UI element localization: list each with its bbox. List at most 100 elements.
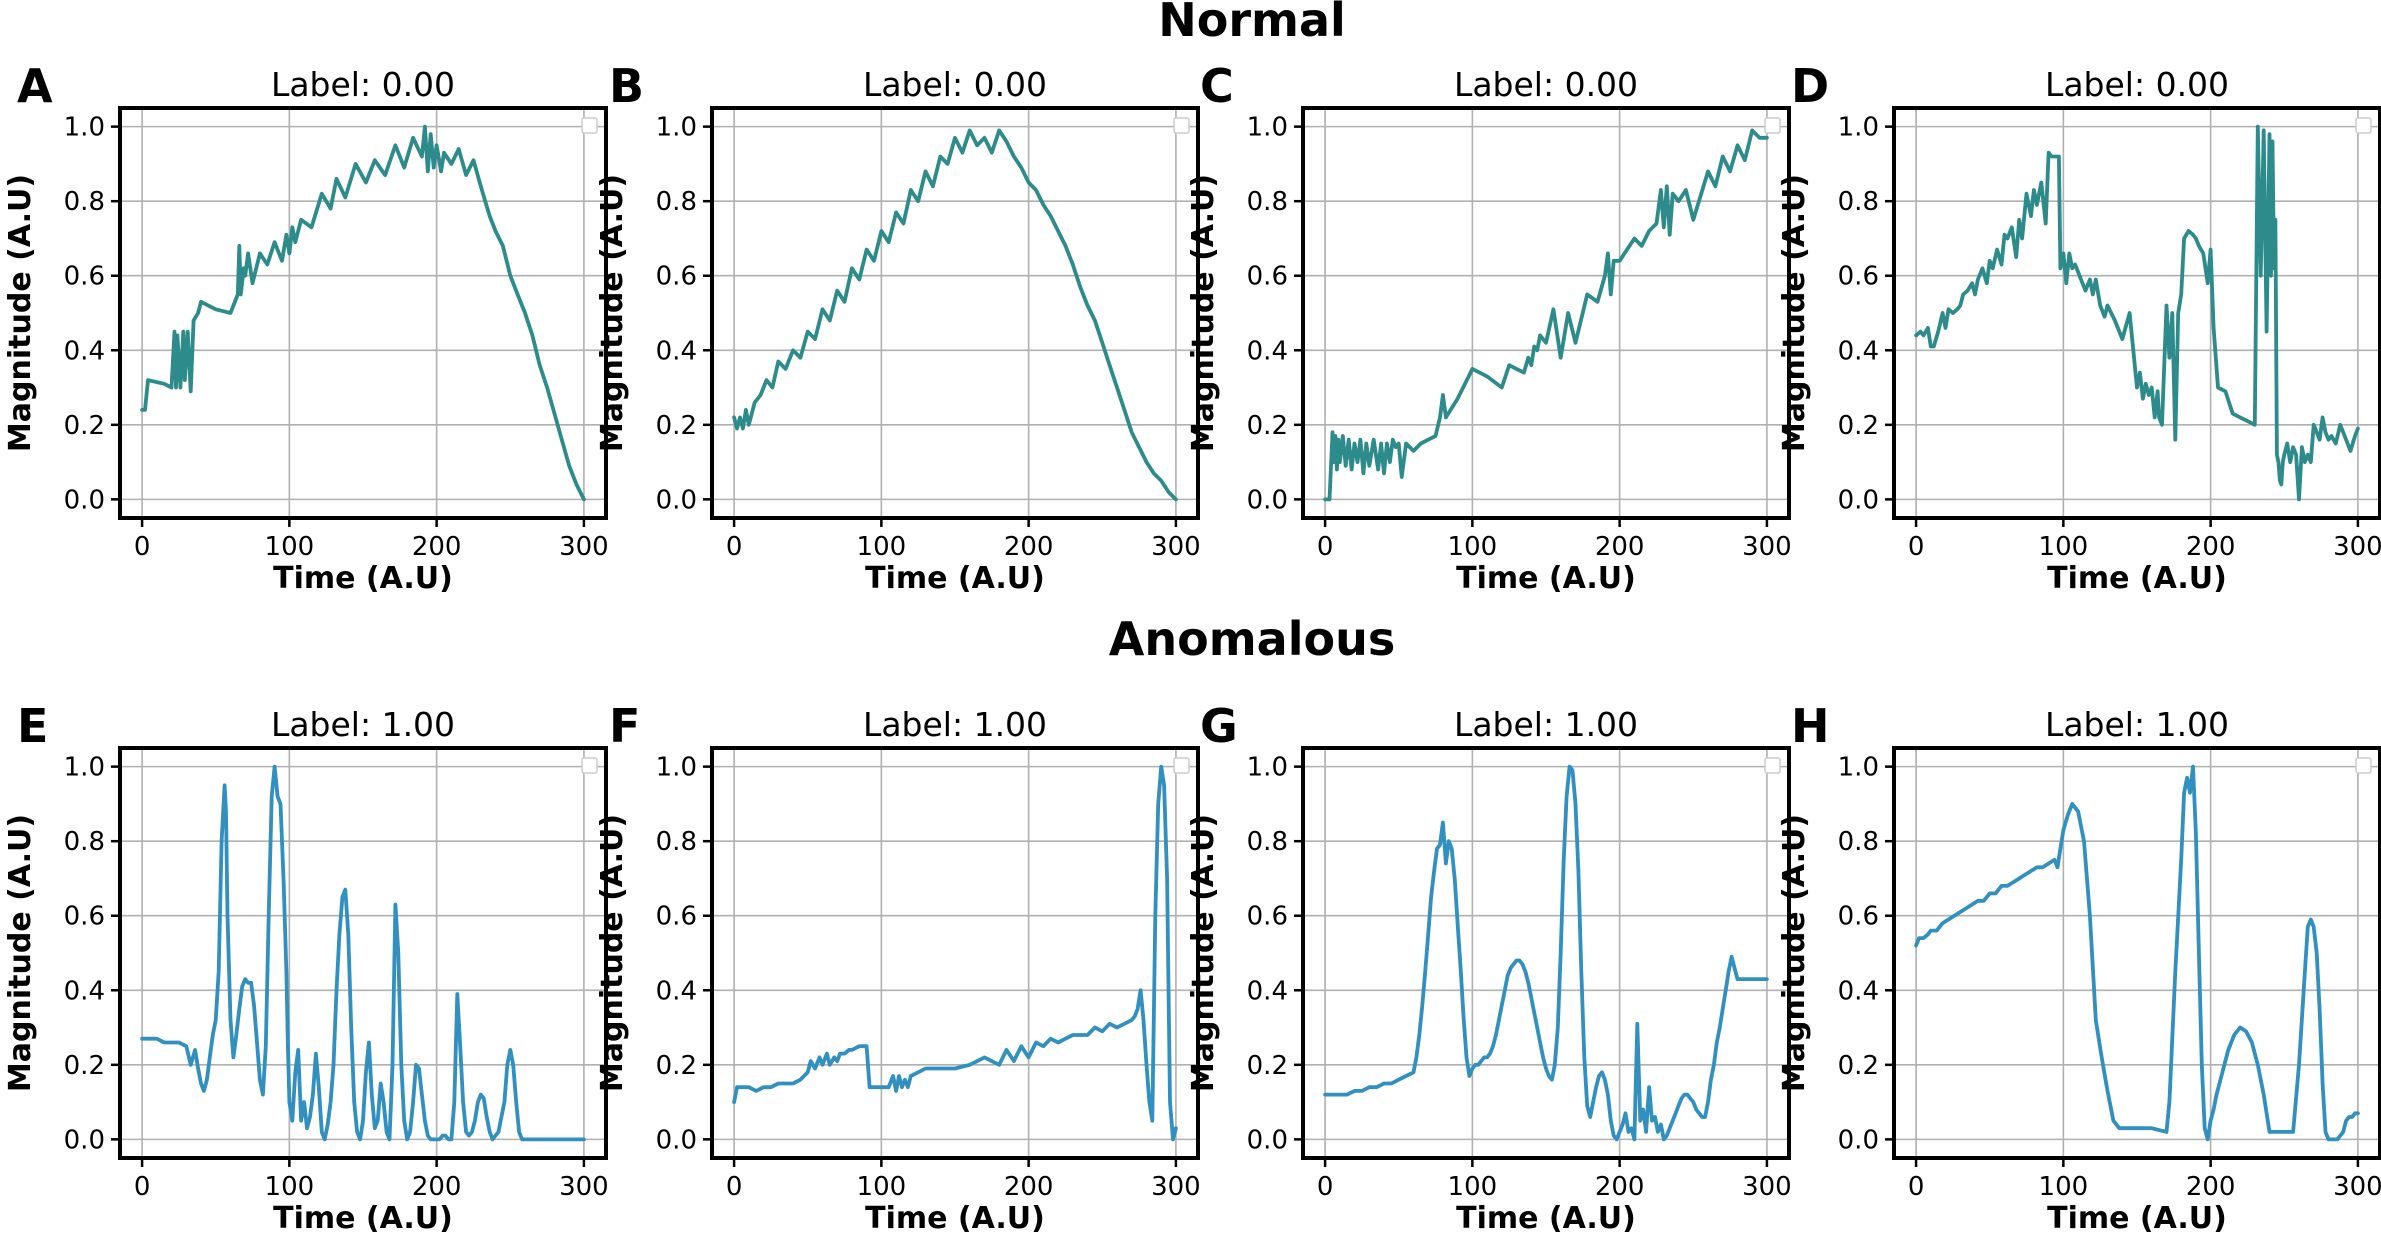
y-tick-label: 0.0 (1838, 1125, 1879, 1155)
y-tick-label: 0.4 (1838, 336, 1879, 366)
x-tick-label: 200 (412, 1172, 462, 1202)
series-line (1914, 764, 2360, 1142)
x-tick-label: 100 (2039, 532, 2089, 562)
y-axis-label: Magnitude (A.U) (3, 174, 38, 452)
x-tick-label: 0 (726, 1172, 743, 1202)
x-axis-label: Time (A.U) (865, 1201, 1045, 1236)
panel-g: G Label: 1.00 0 100 200 300 0.0 0.2 0.4 0.6 0.8 1.0… (1186, 699, 1792, 1236)
panel-title: Label: 0.00 (2045, 65, 2229, 104)
y-tick-label: 0.2 (64, 1051, 105, 1081)
axes-frame (1892, 106, 2381, 520)
y-tick-label: 0.6 (64, 262, 105, 292)
panel-b: B Label: 0.00 0 100 200 300 0.0 0.2 0.4 0.6 0.8 1.0… (595, 59, 1201, 596)
x-tick-label: 100 (1448, 532, 1498, 562)
x-tick-label: 300 (1151, 1172, 1201, 1202)
y-tick-label: 0.4 (656, 976, 697, 1006)
panel-letter: C (1200, 59, 1234, 113)
x-tick-label: 200 (1004, 1172, 1054, 1202)
y-tick-label: 0.8 (64, 827, 105, 857)
legend-box (2355, 757, 2372, 774)
panel-title: Label: 0.00 (1454, 65, 1638, 104)
axes-frame (118, 106, 608, 520)
x-tick-label: 0 (1317, 1172, 1334, 1202)
x-tick-label: 0 (134, 1172, 151, 1202)
x-axis-label: Time (A.U) (1456, 1201, 1636, 1236)
y-tick-label: 0.0 (1247, 485, 1288, 515)
y-tick-label: 0.2 (1247, 411, 1288, 441)
legend-box (1764, 117, 1781, 134)
legend-box (581, 117, 598, 134)
row-title-anomalous: Anomalous (1109, 612, 1395, 666)
y-tick-label: 0.6 (1247, 902, 1288, 932)
legend-box (1173, 117, 1190, 134)
axes-frame (1301, 106, 1791, 520)
panel-letter: A (17, 59, 53, 113)
y-axis-label: Magnitude (A.U) (1777, 814, 1812, 1092)
y-axis-label: Magnitude (A.U) (595, 814, 630, 1092)
panel-grid: A Label: 0.00 0 100 200 300 0.0 0.2 0.4 0.6 0.8 1.0… (3, 59, 2381, 1236)
y-tick-label: 0.0 (1838, 485, 1879, 515)
y-axis-label: Magnitude (A.U) (1777, 174, 1812, 452)
y-tick-label: 0.6 (656, 262, 697, 292)
panel-h: H Label: 1.00 0 100 200 300 0.0 0.2 0.4 0.6 0.8 1.0… (1777, 699, 2381, 1236)
y-tick-label: 1.0 (656, 753, 697, 783)
series-line (1323, 128, 1769, 502)
y-tick-label: 0.2 (64, 411, 105, 441)
axes-frame (1301, 746, 1791, 1160)
y-tick-label: 0.6 (64, 902, 105, 932)
x-tick-label: 300 (559, 532, 609, 562)
y-tick-label: 0.6 (656, 902, 697, 932)
panel-c: C Label: 0.00 0 100 200 300 0.0 0.2 0.4 0.6 0.8 1.0… (1186, 59, 1792, 596)
x-axis-label: Time (A.U) (2047, 561, 2227, 596)
axes-frame (710, 746, 1200, 1160)
y-tick-label: 0.2 (1247, 1051, 1288, 1081)
y-tick-label: 0.4 (1247, 976, 1288, 1006)
y-tick-label: 0.2 (656, 1051, 697, 1081)
series-line (1323, 764, 1769, 1142)
y-tick-label: 0.2 (1838, 411, 1879, 441)
x-axis-label: Time (A.U) (1456, 561, 1636, 596)
y-tick-label: 1.0 (64, 113, 105, 143)
y-tick-label: 0.8 (1838, 827, 1879, 857)
x-axis-label: Time (A.U) (273, 1201, 453, 1236)
y-tick-label: 1.0 (1838, 113, 1879, 143)
axes-frame (118, 746, 608, 1160)
legend-box (2355, 117, 2372, 134)
x-tick-label: 300 (2333, 1172, 2381, 1202)
y-tick-label: 0.0 (656, 485, 697, 515)
y-axis-label: Magnitude (A.U) (595, 174, 630, 452)
x-tick-label: 0 (134, 532, 151, 562)
x-axis-label: Time (A.U) (2047, 1201, 2227, 1236)
panel-e: E Label: 1.00 0 100 200 300 0.0 0.2 0.4 0.6 0.8 1.0… (3, 699, 609, 1236)
row-title-normal: Normal (1158, 0, 1346, 47)
panel-title: Label: 1.00 (2045, 705, 2229, 744)
y-tick-label: 0.6 (1247, 262, 1288, 292)
series-line (140, 124, 586, 502)
x-tick-label: 200 (2186, 532, 2236, 562)
x-tick-label: 200 (1004, 532, 1054, 562)
y-tick-label: 0.6 (1838, 902, 1879, 932)
y-axis-label: Magnitude (A.U) (1186, 174, 1221, 452)
x-tick-label: 100 (2039, 1172, 2089, 1202)
legend-box (581, 757, 598, 774)
legend-box (1173, 757, 1190, 774)
panel-title: Label: 1.00 (863, 705, 1047, 744)
y-tick-label: 0.8 (1247, 827, 1288, 857)
panel-title: Label: 1.00 (1454, 705, 1638, 744)
y-tick-label: 0.8 (64, 187, 105, 217)
y-tick-label: 1.0 (1247, 113, 1288, 143)
panel-letter: H (1791, 699, 1830, 753)
y-tick-label: 0.0 (64, 1125, 105, 1155)
panel-letter: E (17, 699, 48, 753)
x-tick-label: 300 (1742, 532, 1792, 562)
x-tick-label: 0 (726, 532, 743, 562)
y-axis-label: Magnitude (A.U) (1186, 814, 1221, 1092)
y-tick-label: 1.0 (1838, 753, 1879, 783)
y-tick-label: 1.0 (656, 113, 697, 143)
y-tick-label: 0.0 (1247, 1125, 1288, 1155)
panel-title: Label: 0.00 (271, 65, 455, 104)
y-axis-label: Magnitude (A.U) (3, 814, 38, 1092)
panel-title: Label: 1.00 (271, 705, 455, 744)
y-tick-label: 0.8 (656, 827, 697, 857)
